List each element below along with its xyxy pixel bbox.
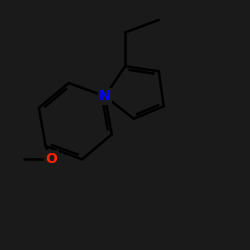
- Text: N: N: [99, 89, 111, 103]
- Text: O: O: [45, 152, 57, 166]
